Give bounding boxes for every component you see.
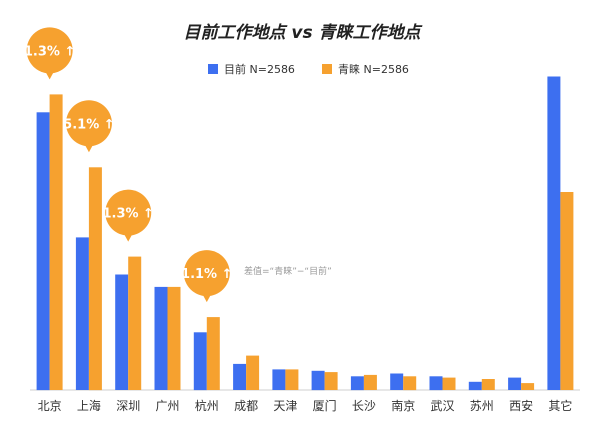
difference-label-2: 1.3% ↑ (102, 207, 153, 222)
bar-current-4 (193, 332, 207, 391)
bar-desired-4 (206, 317, 220, 390)
x-tick-label-11: 苏州 (470, 399, 494, 413)
legend-label-desired: 青睐 N=2586 (338, 63, 409, 76)
difference-bubble-1: 5.1% ↑ (63, 100, 115, 153)
bar-current-1 (75, 237, 89, 390)
difference-bubble-circle-1 (65, 100, 112, 147)
bar-current-12 (508, 377, 522, 390)
x-tick-label-6: 天津 (273, 399, 297, 413)
bar-current-13 (547, 76, 561, 390)
bar-current-6 (272, 369, 286, 390)
x-tick-label-3: 广州 (155, 399, 179, 413)
bar-current-2 (115, 274, 129, 390)
x-tick-label-12: 西安 (509, 398, 533, 413)
difference-bubble-circle-0 (26, 27, 73, 74)
x-tick-label-5: 成都 (234, 399, 258, 413)
bar-desired-6 (285, 369, 299, 390)
bar-desired-5 (246, 355, 260, 390)
bar-desired-12 (521, 383, 535, 390)
bar-current-3 (154, 286, 168, 390)
x-tick-label-8: 长沙 (352, 399, 376, 413)
difference-label-0: 1.3% ↑ (24, 44, 75, 59)
x-tick-label-2: 深圳 (116, 399, 140, 413)
x-tick-label-7: 厦门 (313, 398, 337, 413)
bar-desired-11 (481, 379, 495, 390)
bar-desired-9 (403, 376, 417, 391)
bar-current-10 (429, 376, 443, 391)
bar-current-5 (233, 363, 247, 390)
chart-title: 目前工作地点 vs 青睐工作地点 (183, 23, 423, 43)
x-tick-label-13: 其它 (548, 398, 572, 413)
x-tick-label-9: 南京 (391, 398, 415, 413)
x-tick-label-10: 武汉 (430, 399, 454, 413)
difference-bubble-2: 1.3% ↑ (102, 189, 154, 242)
bar-desired-8 (363, 374, 377, 390)
bar-desired-7 (324, 372, 338, 390)
bar-current-7 (311, 370, 325, 391)
difference-note: 差值=“青睐”−“目前” (244, 265, 332, 277)
bar-current-0 (36, 112, 50, 391)
bar-current-8 (350, 376, 364, 391)
legend-swatch-current (208, 64, 218, 74)
legend-label-current: 目前 N=2586 (224, 62, 295, 76)
difference-bubble-3: 1.1% ↑ (181, 250, 233, 303)
difference-label-1: 5.1% ↑ (63, 117, 114, 132)
bar-current-11 (468, 381, 482, 391)
bar-desired-2 (128, 256, 142, 390)
bar-desired-3 (167, 286, 181, 390)
difference-label-3: 1.1% ↑ (181, 267, 232, 282)
difference-bubble-0: 1.3% ↑ (24, 27, 75, 80)
difference-bubble-circle-3 (183, 250, 230, 297)
x-tick-label-4: 杭州 (195, 398, 219, 413)
x-tick-labels: 北京 上海 深圳 广州 杭州 成都 天津 厦门 长沙 南京 武汉 苏州 西安 其它 (38, 398, 573, 413)
difference-bubble-circle-2 (105, 189, 152, 236)
difference-bubbles: 1.3% ↑ 5.1% ↑ 1.3% ↑ 1.1% ↑ (24, 27, 233, 303)
bar-current-9 (390, 373, 404, 390)
legend-swatch-desired (322, 64, 332, 74)
bar-desired-13 (560, 192, 574, 390)
legend: 目前 N=2586 青睐 N=2586 (208, 62, 409, 76)
x-tick-label-1: 上海 (77, 398, 101, 413)
bar-desired-1 (88, 167, 102, 391)
bars (36, 76, 574, 391)
x-tick-label-0: 北京 (38, 399, 62, 413)
bar-desired-10 (442, 377, 456, 390)
bar-desired-0 (49, 94, 63, 391)
